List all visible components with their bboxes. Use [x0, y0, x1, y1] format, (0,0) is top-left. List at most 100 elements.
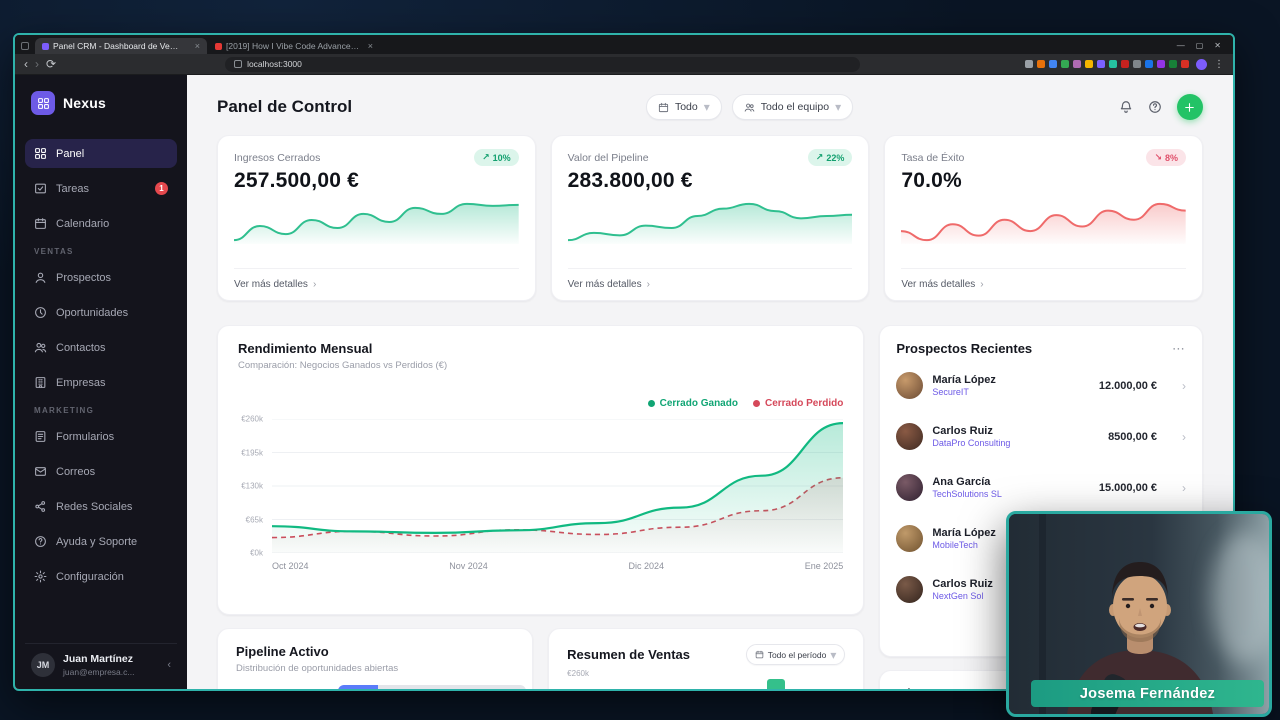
sidebar-item-panel[interactable]: Panel	[25, 139, 177, 168]
prospect-info: María López SecureIT	[932, 374, 1090, 397]
extension-icon[interactable]	[1025, 60, 1033, 68]
extension-icon[interactable]	[1085, 60, 1093, 68]
back-button[interactable]: ‹	[24, 57, 28, 71]
mail-icon	[34, 465, 47, 478]
prospect-company-link[interactable]: SecureIT	[932, 387, 969, 397]
close-button[interactable]: ✕	[1214, 41, 1221, 50]
kpi-delta-value: 8%	[1165, 152, 1179, 163]
x-tick-label: Dic 2024	[628, 561, 665, 571]
kpi-value: 257.500,00 €	[234, 169, 360, 192]
extension-icon[interactable]	[1121, 60, 1129, 68]
calendar-icon	[658, 102, 669, 113]
chevron-down-icon: ▾	[703, 100, 710, 114]
minimize-button[interactable]: —	[1176, 41, 1185, 50]
kpi-details-link[interactable]: Ver más detalles ›	[234, 268, 519, 300]
kpi-details-link[interactable]: Ver más detalles ›	[901, 268, 1187, 300]
browser-logo-icon	[21, 42, 29, 50]
sidebar-item-calendario[interactable]: Calendario	[25, 209, 177, 238]
pipeline-bar-track	[378, 685, 526, 689]
extension-icon[interactable]	[1097, 60, 1105, 68]
sidebar-item-formularios[interactable]: Formularios	[25, 422, 177, 451]
sidebar-item-configuracion[interactable]: Configuración	[25, 562, 177, 591]
team-filter-label: Todo el equipo	[760, 101, 830, 113]
y-tick-label: €65k	[245, 515, 263, 524]
user-menu[interactable]: JM Juan Martínez juan@empresa.c... ‹	[25, 643, 177, 679]
maximize-button[interactable]: ▢	[1195, 41, 1204, 50]
sidebar-item-tareas[interactable]: Tareas 1	[25, 174, 177, 203]
extension-icon[interactable]	[1049, 60, 1057, 68]
left-column: Rendimiento Mensual Comparación: Negocio…	[217, 325, 865, 689]
profile-avatar[interactable]	[1196, 58, 1207, 70]
card-menu-button[interactable]: ⋯	[1172, 341, 1186, 356]
tab-close-icon[interactable]: ×	[367, 40, 373, 51]
sidebar-item-ayuda-y-soporte[interactable]: Ayuda y Soporte	[25, 527, 177, 556]
extension-icon[interactable]	[1109, 60, 1117, 68]
prospect-company-link[interactable]: MobileTech	[932, 540, 978, 550]
dashboard-main: Panel de Control Todo ▾ Todo el equipo ▾	[187, 75, 1233, 689]
browser-tab[interactable]: Panel CRM - Dashboard de Ve… ×	[35, 38, 207, 54]
x-tick-label: Nov 2024	[449, 561, 488, 571]
legend-item: Cerrado Ganado	[647, 398, 738, 409]
prospect-company-link[interactable]: NextGen Sol	[932, 591, 984, 601]
legend-dot	[752, 400, 760, 407]
sales-period-label: Todo el período	[767, 649, 827, 660]
forward-button[interactable]: ›	[35, 57, 39, 71]
prospect-info: Carlos Ruiz DataPro Consulting	[932, 425, 1099, 448]
chevron-right-icon: ›	[980, 279, 984, 290]
y-tick-label: €260k	[241, 414, 263, 424]
sidebar-section-label: MARKETING	[34, 406, 95, 415]
extension-icon[interactable]	[1169, 60, 1177, 68]
extension-icon[interactable]	[1145, 60, 1153, 68]
prospect-amount: 12.000,00 €	[1098, 379, 1157, 392]
sidebar-item-redes-sociales[interactable]: Redes Sociales	[25, 492, 177, 521]
extension-icon[interactable]	[1133, 60, 1141, 68]
sidebar-item-label: Contactos	[56, 341, 106, 354]
add-button[interactable]	[1176, 94, 1203, 120]
period-filter[interactable]: Todo ▾	[645, 94, 722, 120]
pipeline-card: Pipeline Activo Distribución de oportuni…	[217, 628, 534, 689]
browser-tab[interactable]: [2019] How I Vibe Code Advanced t… ×	[208, 38, 380, 54]
sidebar-item-correos[interactable]: Correos	[25, 457, 177, 486]
sales-period-filter[interactable]: Todo el período ▾	[745, 644, 846, 665]
prospect-company-link[interactable]: TechSolutions SL	[932, 489, 1002, 499]
browser-menu-button[interactable]: ⋮	[1214, 58, 1224, 70]
user-name: Juan Martínez	[63, 653, 134, 666]
y-axis: €260k €195k €130k €65k €0k	[238, 415, 272, 558]
notifications-button[interactable]	[1119, 100, 1133, 114]
sales-bar	[767, 679, 786, 689]
sidebar-item-prospectos[interactable]: Prospectos	[25, 263, 177, 292]
tasks-title: Mis Tareas	[896, 686, 1186, 689]
tab-favicon	[215, 42, 222, 50]
extension-icon[interactable]	[1073, 60, 1081, 68]
prospect-row[interactable]: Carlos Ruiz DataPro Consulting 8500,00 € ›	[896, 411, 1186, 462]
chevron-right-icon: ›	[312, 279, 317, 290]
presenter-name-tag: Josema Fernández	[1031, 680, 1264, 707]
extension-icon[interactable]	[1037, 60, 1045, 68]
kpi-value: 283.800,00 €	[567, 169, 693, 192]
sidebar: Nexus Panel Tareas 1 Calendario VENTAS Prospe…	[15, 75, 187, 689]
user-info: Juan Martínez juan@empresa.c...	[63, 653, 134, 676]
trend-up-icon: ↗	[815, 152, 824, 162]
legend-item: Cerrado Perdido	[752, 398, 843, 409]
extension-icon[interactable]	[1181, 60, 1189, 68]
extension-icon[interactable]	[1061, 60, 1069, 68]
address-bar[interactable]: localhost:3000	[225, 56, 861, 72]
sidebar-item-empresas[interactable]: Empresas	[25, 368, 177, 397]
chevron-down-icon: ▾	[830, 647, 837, 662]
refresh-button[interactable]: ⟳	[46, 57, 57, 71]
sidebar-item-label: Panel	[56, 147, 85, 160]
team-filter[interactable]: Todo el equipo ▾	[731, 94, 854, 120]
extension-icon[interactable]	[1157, 60, 1165, 68]
sidebar-item-oportunidades[interactable]: Oportunidades	[25, 298, 177, 327]
help-button[interactable]	[1148, 100, 1162, 114]
sidebar-item-contactos[interactable]: Contactos	[25, 333, 177, 362]
page-icon	[234, 60, 243, 68]
prospect-name: Ana García	[932, 476, 991, 488]
header-filters: Todo ▾ Todo el equipo ▾	[645, 94, 854, 120]
kpi-details-link[interactable]: Ver más detalles ›	[567, 268, 853, 300]
app-logo: Nexus	[25, 87, 177, 129]
prospect-company-link[interactable]: DataPro Consulting	[932, 438, 1011, 448]
prospect-row[interactable]: Ana García TechSolutions SL 15.000,00 € ›	[896, 462, 1186, 513]
tab-close-icon[interactable]: ×	[194, 40, 200, 51]
prospect-row[interactable]: María López SecureIT 12.000,00 € ›	[896, 360, 1186, 411]
